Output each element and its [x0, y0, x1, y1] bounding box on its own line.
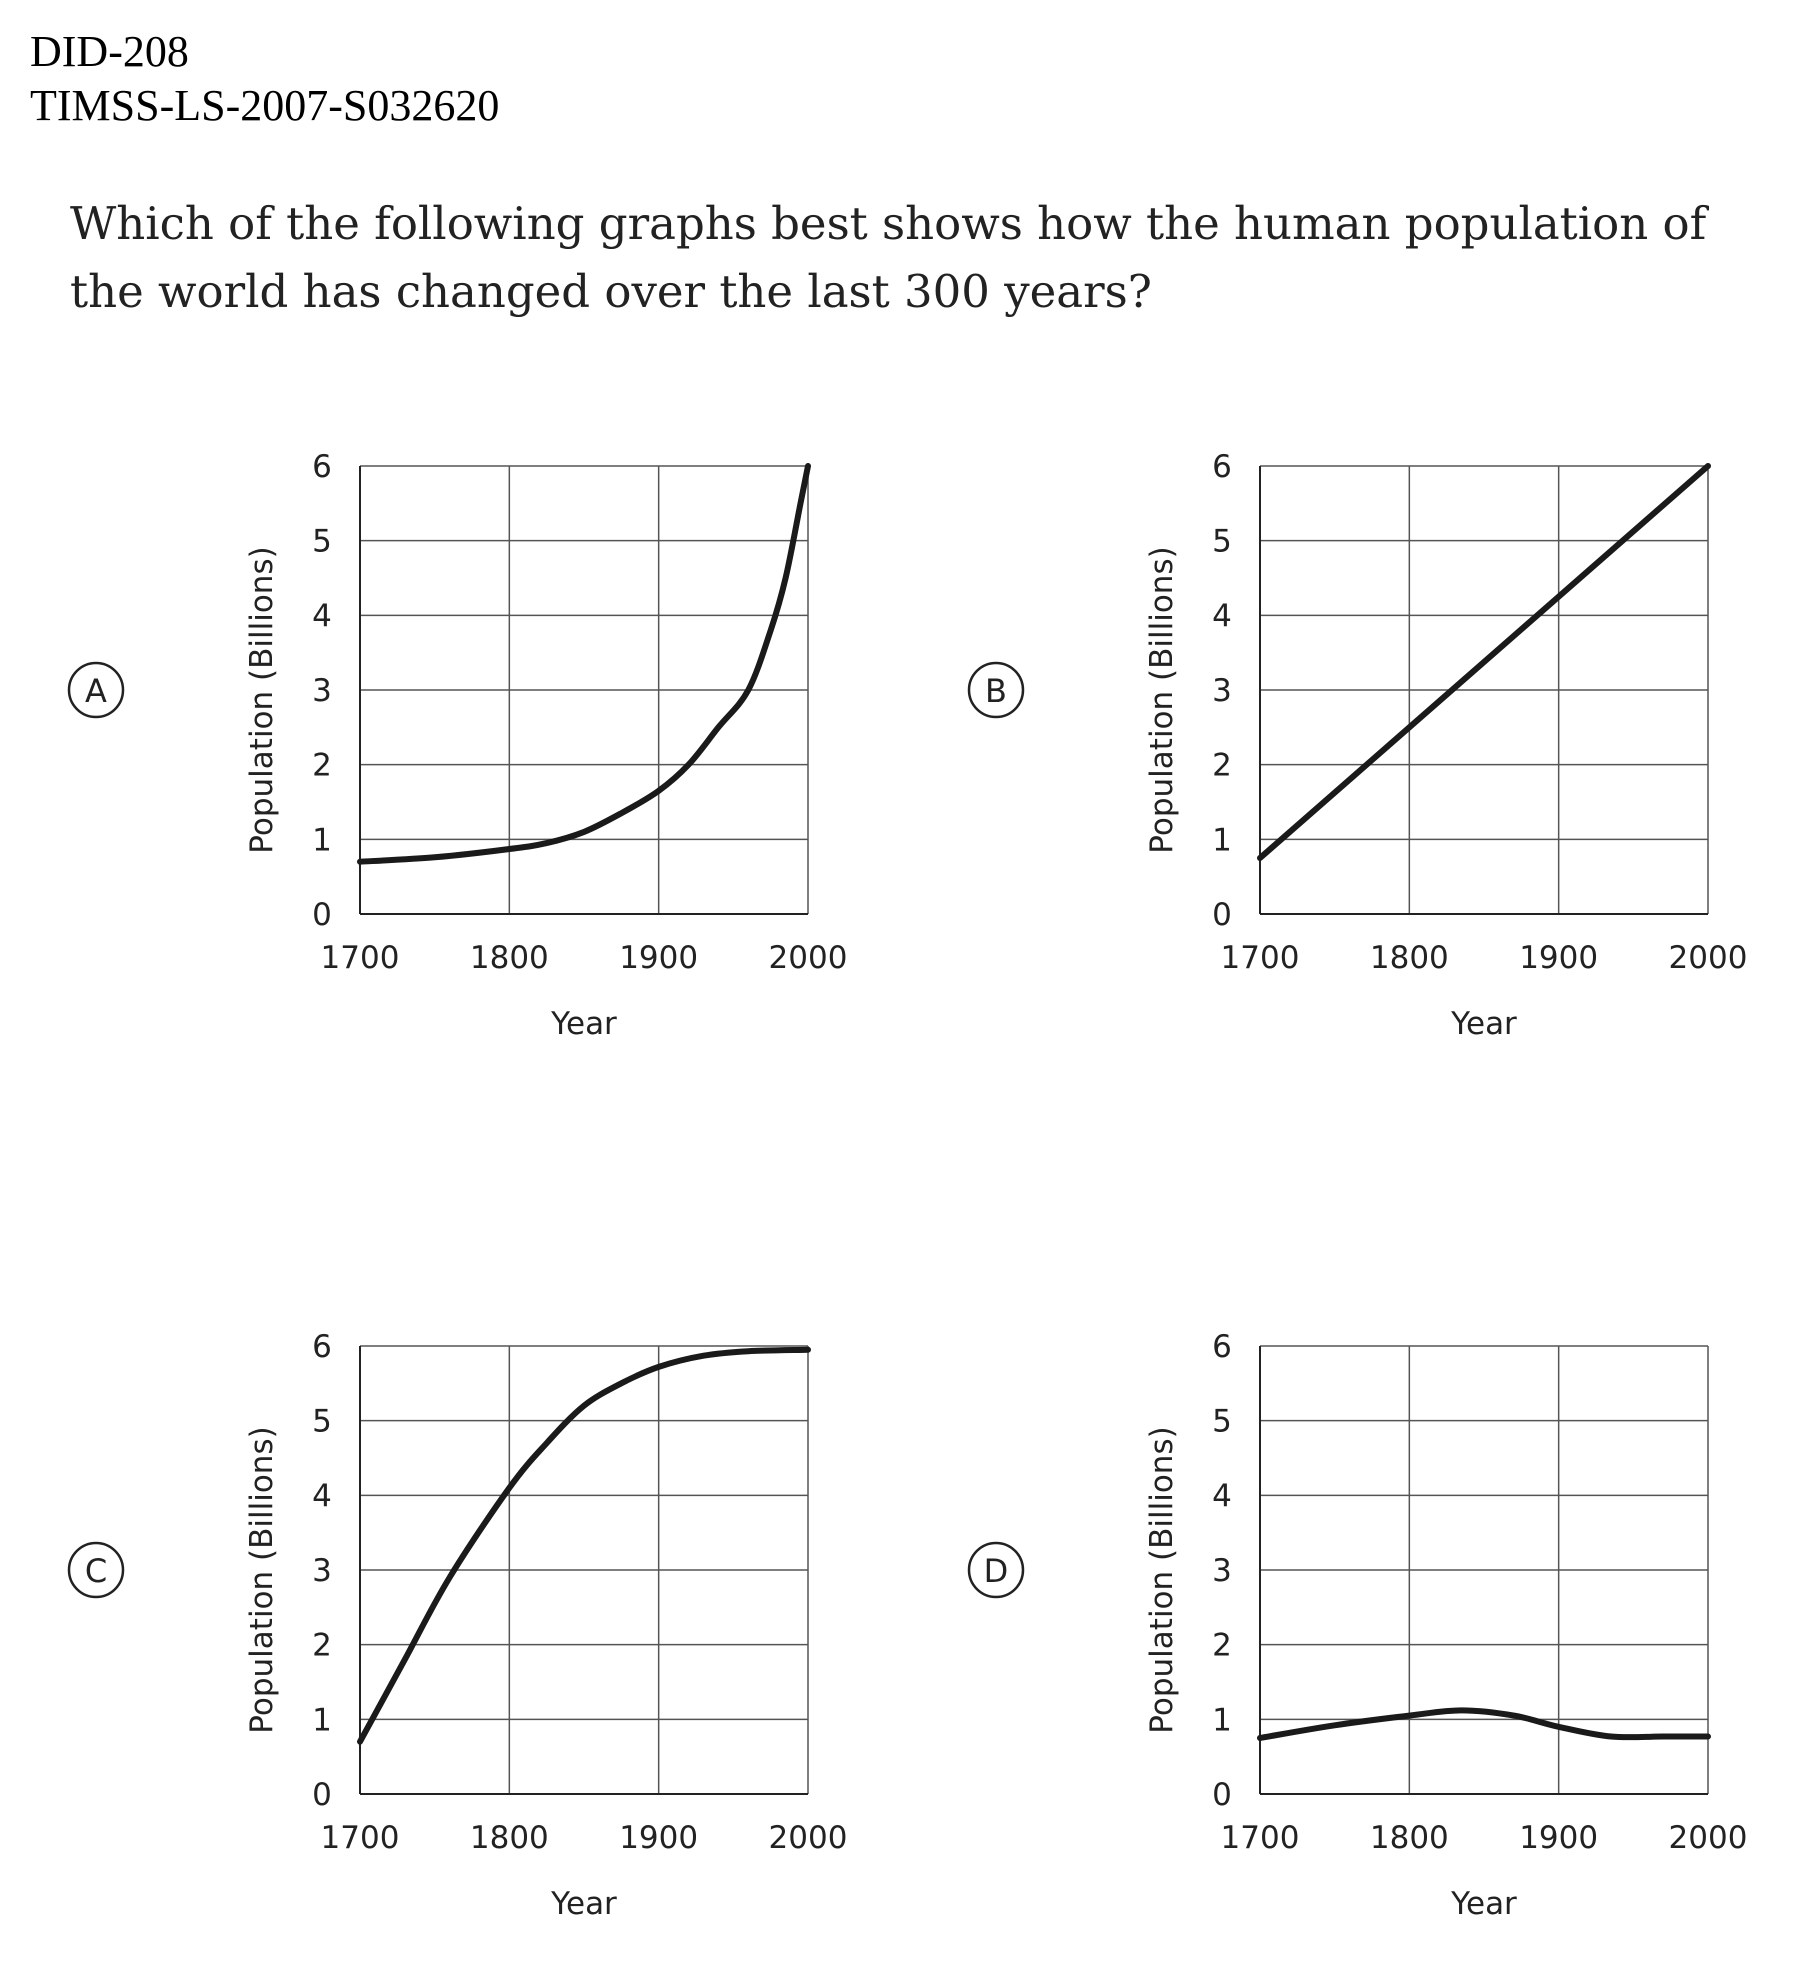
- option-a-circle: [67, 661, 125, 719]
- y-tick-label: 3: [312, 673, 332, 709]
- x-tick-label: 2000: [1669, 940, 1748, 976]
- y-tick-label: 6: [312, 1329, 332, 1365]
- y-tick-label: 4: [1212, 598, 1232, 634]
- x-tick-label: 1900: [619, 940, 698, 976]
- y-tick-label: 4: [312, 1478, 332, 1514]
- x-tick-label: 1900: [619, 1820, 698, 1856]
- y-tick-label: 4: [312, 598, 332, 634]
- chart-option-b: B 0 1 2 3 4 5 6 1700 1800 1900 2000 Year Population (…: [967, 449, 1748, 1042]
- option-b-circle: [967, 661, 1025, 719]
- option-a-letter: A: [85, 672, 107, 710]
- y-tick-label: 0: [1212, 1777, 1232, 1813]
- x-tick-label: 1900: [1519, 1820, 1598, 1856]
- option-b-letter: B: [985, 672, 1007, 710]
- x-axis-label: Year: [550, 1886, 617, 1922]
- y-tick-label: 3: [1212, 1553, 1232, 1589]
- data-series-line: [1257, 1707, 1711, 1741]
- x-tick-label: 1700: [1221, 940, 1300, 976]
- y-tick-label: 1: [1212, 1702, 1232, 1738]
- y-tick-label: 1: [312, 1702, 332, 1738]
- x-axis-label: Year: [1450, 1886, 1517, 1922]
- x-axis-label: Year: [1450, 1006, 1517, 1042]
- y-tick-label: 6: [1212, 1329, 1232, 1365]
- option-c-circle: [67, 1541, 125, 1599]
- option-d-letter: D: [984, 1552, 1009, 1590]
- item-id: DID-208: [30, 27, 189, 76]
- option-c-letter: C: [85, 1552, 107, 1590]
- y-tick-label: 2: [1212, 1628, 1232, 1664]
- y-tick-label: 6: [1212, 449, 1232, 485]
- x-tick-label: 2000: [769, 1820, 848, 1856]
- question-text: Which of the following graphs best shows…: [70, 197, 1707, 318]
- y-tick-label: 3: [312, 1553, 332, 1589]
- x-tick-label: 1800: [1370, 1820, 1449, 1856]
- data-series-line: [1257, 463, 1711, 861]
- y-tick-label: 2: [312, 748, 332, 784]
- x-tick-label: 1700: [321, 940, 400, 976]
- y-axis-label: Population (Billions): [1144, 546, 1180, 853]
- chart-option-c: C 0 1 2 3 4 5 6 1700 1800 1900 2000 Year Population (…: [67, 1329, 848, 1922]
- y-axis-label: Population (Billions): [1144, 1426, 1180, 1733]
- y-tick-label: 5: [1212, 524, 1232, 560]
- chart-option-a: A 0 1 2 3 4 5 6 1700 1800 1900 2000 Year Population (…: [67, 449, 848, 1042]
- y-tick-label: 3: [1212, 673, 1232, 709]
- y-tick-label: 5: [1212, 1404, 1232, 1440]
- y-tick-label: 0: [312, 1777, 332, 1813]
- y-tick-label: 5: [312, 1404, 332, 1440]
- x-axis-label: Year: [550, 1006, 617, 1042]
- option-d-circle: [967, 1541, 1025, 1599]
- y-tick-label: 1: [1212, 822, 1232, 858]
- x-tick-label: 1800: [470, 1820, 549, 1856]
- y-tick-label: 4: [1212, 1478, 1232, 1514]
- y-axis-label: Population (Billions): [244, 546, 280, 853]
- x-tick-label: 1800: [1370, 940, 1449, 976]
- y-tick-label: 0: [312, 897, 332, 933]
- chart-option-d: D 0 1 2 3 4 5 6 1700 1800 1900 2000 Year Population (…: [967, 1329, 1748, 1922]
- y-tick-label: 2: [1212, 748, 1232, 784]
- data-series-line: [357, 1346, 811, 1745]
- source-code: TIMSS-LS-2007-S032620: [30, 81, 500, 130]
- x-tick-label: 2000: [1669, 1820, 1748, 1856]
- y-tick-label: 2: [312, 1628, 332, 1664]
- x-tick-label: 1700: [321, 1820, 400, 1856]
- y-tick-label: 1: [312, 822, 332, 858]
- data-series-line: [357, 463, 811, 865]
- y-tick-label: 0: [1212, 897, 1232, 933]
- x-tick-label: 1900: [1519, 940, 1598, 976]
- y-tick-label: 6: [312, 449, 332, 485]
- x-tick-label: 2000: [769, 940, 848, 976]
- x-tick-label: 1800: [470, 940, 549, 976]
- y-axis-label: Population (Billions): [244, 1426, 280, 1733]
- x-tick-label: 1700: [1221, 1820, 1300, 1856]
- y-tick-label: 5: [312, 524, 332, 560]
